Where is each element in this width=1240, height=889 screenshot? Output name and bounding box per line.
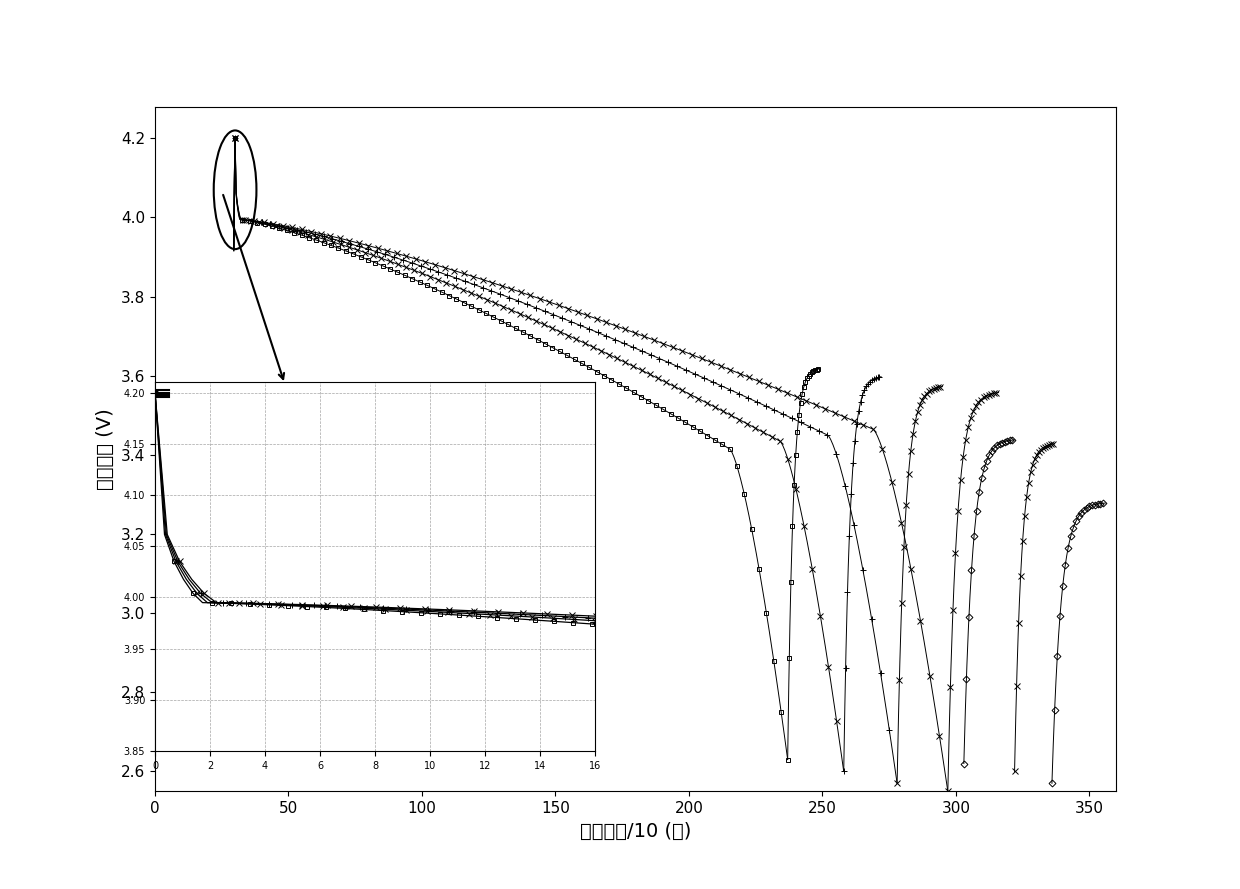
X-axis label: 测量时间/10 (秒): 测量时间/10 (秒) (580, 821, 691, 840)
Y-axis label: 测量电压 (V): 测量电压 (V) (97, 408, 115, 490)
